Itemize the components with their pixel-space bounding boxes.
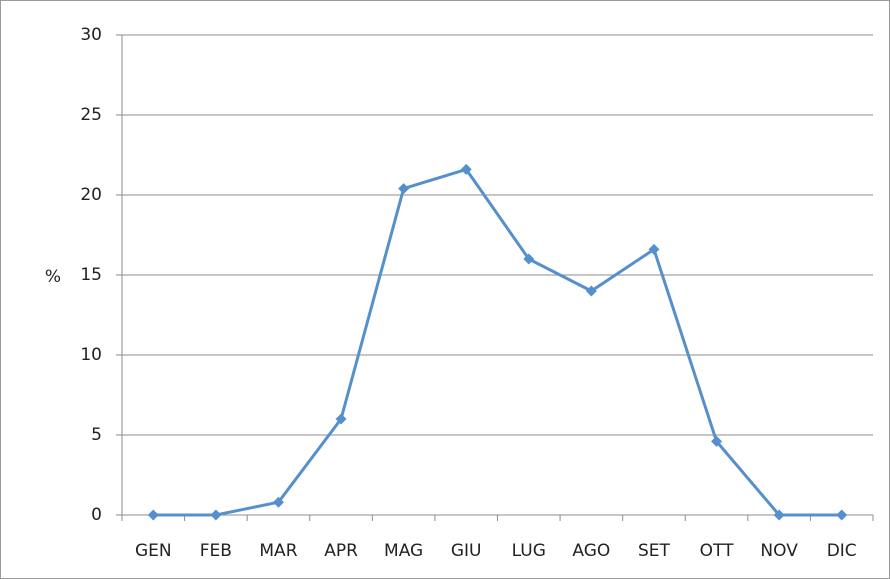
x-tick-label: NOV (760, 541, 798, 561)
y-tick-label: 0 (91, 505, 102, 525)
data-point (460, 163, 472, 175)
x-tick-label: AGO (572, 541, 610, 561)
data-point (711, 435, 723, 447)
x-tick-label: MAR (259, 541, 297, 561)
data-point (648, 243, 660, 255)
data-point (398, 183, 410, 195)
data-point (836, 509, 848, 521)
x-tick-label: GEN (135, 541, 172, 561)
data-point (773, 509, 785, 521)
x-tick-label: APR (324, 541, 358, 561)
series-line (153, 167, 842, 517)
y-tick-label: 5 (91, 425, 102, 445)
data-point (585, 285, 597, 297)
data-point (523, 253, 535, 265)
x-tick-label: LUG (512, 541, 546, 561)
x-tick-label: GIU (451, 541, 482, 561)
y-axis-label: % (45, 267, 61, 287)
x-tick-label: FEB (200, 541, 232, 561)
y-tick-label: 10 (80, 345, 102, 365)
y-tick-label: 30 (80, 25, 102, 45)
data-point (210, 509, 222, 521)
x-tick-label: MAG (384, 541, 423, 561)
data-point (147, 509, 159, 521)
data-point (335, 413, 347, 425)
x-tick-label: SET (638, 541, 671, 561)
data-point (272, 496, 284, 508)
x-tick-label: OTT (700, 541, 734, 561)
y-tick-label: 20 (80, 185, 102, 205)
x-tick-label: DIC (827, 541, 857, 561)
y-tick-label: 15 (80, 265, 102, 285)
y-tick-label: 25 (80, 105, 102, 125)
